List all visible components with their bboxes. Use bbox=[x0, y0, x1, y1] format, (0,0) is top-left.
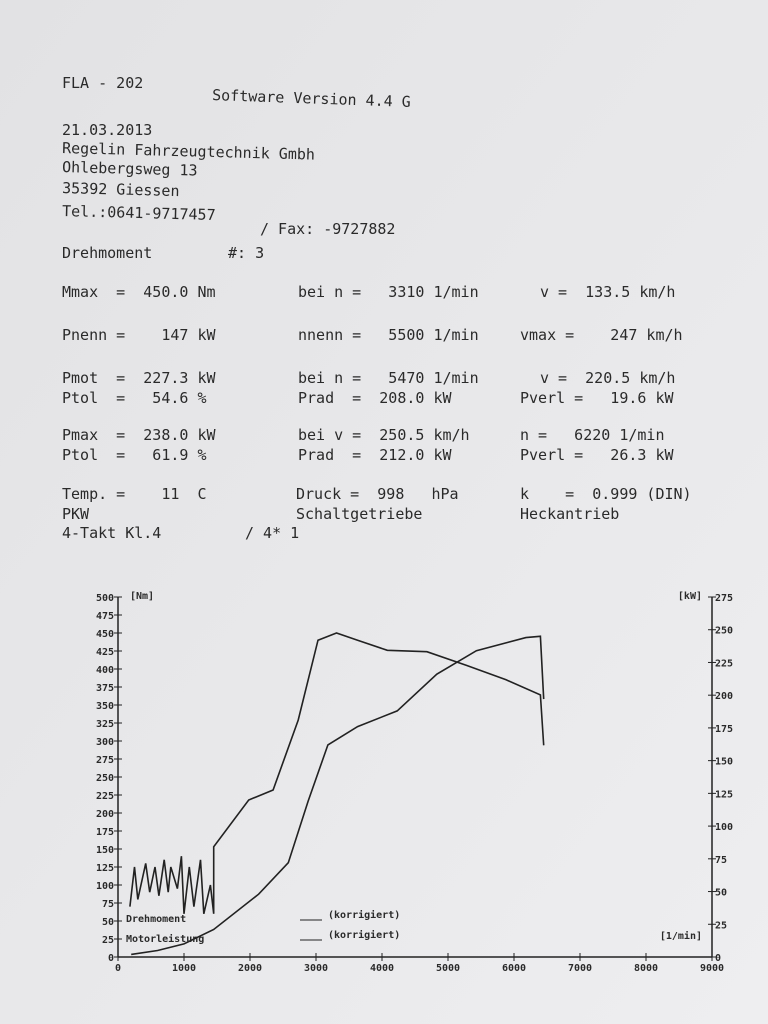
x-tick-label: 3000 bbox=[304, 963, 328, 974]
legend-note: (korrigiert) bbox=[328, 929, 400, 941]
field: Pverl = 26.3 kW bbox=[520, 446, 674, 464]
x-label: [1/min] bbox=[660, 930, 702, 942]
y2-tick-label: 75 bbox=[715, 855, 727, 866]
field: Pmot = 227.3 kW bbox=[62, 369, 216, 387]
x-tick-label: 9000 bbox=[700, 963, 724, 974]
series-line bbox=[131, 635, 545, 956]
y-tick-label: 125 bbox=[96, 863, 114, 874]
y2-tick-label: 250 bbox=[715, 626, 733, 637]
field: PKW bbox=[62, 505, 90, 523]
legend-note: (korrigiert) bbox=[328, 909, 400, 921]
y2-tick-label: 225 bbox=[715, 658, 733, 669]
field: vmax = 247 km/h bbox=[520, 326, 683, 344]
date: 21.03.2013 bbox=[62, 121, 152, 139]
field: Pverl = 19.6 kW bbox=[520, 389, 674, 407]
x-tick-label: 0 bbox=[115, 963, 121, 974]
phone: Tel.:0641-9717457 bbox=[62, 202, 216, 224]
y2-tick-label: 100 bbox=[715, 822, 733, 833]
y-tick-label: 175 bbox=[96, 827, 114, 838]
x-tick-label: 8000 bbox=[634, 963, 658, 974]
y-tick-label: 275 bbox=[96, 755, 114, 766]
y-tick-label: 25 bbox=[102, 935, 114, 946]
y-tick-label: 200 bbox=[96, 809, 114, 820]
city: 35392 Giessen bbox=[62, 179, 180, 200]
field: Prad = 208.0 kW bbox=[298, 389, 452, 407]
y-tick-label: 225 bbox=[96, 791, 114, 802]
y-tick-label: 350 bbox=[96, 701, 114, 712]
field: Pmax = 238.0 kW bbox=[62, 426, 216, 444]
y-label: [Nm] bbox=[130, 591, 154, 602]
field: #: 3 bbox=[228, 244, 264, 262]
y-tick-label: 0 bbox=[108, 953, 114, 964]
y2-tick-label: 125 bbox=[715, 789, 733, 800]
field: Heckantrieb bbox=[520, 505, 619, 523]
field: bei v = 250.5 km/h bbox=[298, 426, 470, 444]
field: 4-Takt Kl.4 bbox=[62, 524, 161, 542]
y-tick-label: 375 bbox=[96, 683, 114, 694]
y-tick-label: 325 bbox=[96, 719, 114, 730]
y-tick-label: 475 bbox=[96, 611, 114, 622]
x-tick-label: 7000 bbox=[568, 963, 592, 974]
y-tick-label: 425 bbox=[96, 647, 114, 658]
code: FLA - 202 bbox=[62, 74, 143, 92]
y-tick-label: 150 bbox=[96, 845, 114, 856]
street: Ohlebergsweg 13 bbox=[62, 158, 198, 180]
field: bei n = 5470 1/min bbox=[298, 369, 479, 387]
field: Ptol = 54.6 % bbox=[62, 389, 207, 407]
y-tick-label: 250 bbox=[96, 773, 114, 784]
y2-tick-label: 150 bbox=[715, 757, 733, 768]
x-tick-label: 4000 bbox=[370, 963, 394, 974]
y-tick-label: 50 bbox=[102, 917, 114, 928]
y2-label: [kW] bbox=[678, 591, 702, 602]
field: Prad = 212.0 kW bbox=[298, 446, 452, 464]
legend-label: Motorleistung bbox=[126, 933, 204, 945]
y2-tick-label: 275 bbox=[715, 593, 733, 604]
field: n = 6220 1/min bbox=[520, 426, 665, 444]
series-line bbox=[129, 632, 545, 914]
x-tick-label: 2000 bbox=[238, 963, 262, 974]
field: v = 133.5 km/h bbox=[540, 283, 675, 301]
y-tick-label: 450 bbox=[96, 629, 114, 640]
y-tick-label: 300 bbox=[96, 737, 114, 748]
x-tick-label: 5000 bbox=[436, 963, 460, 974]
field: Pnenn = 147 kW bbox=[62, 326, 216, 344]
fax: / Fax: -9727882 bbox=[260, 220, 395, 238]
y2-tick-label: 175 bbox=[715, 724, 733, 735]
x-tick-label: 6000 bbox=[502, 963, 526, 974]
y2-tick-label: 0 bbox=[715, 953, 721, 964]
field: / 4* 1 bbox=[245, 524, 299, 542]
y-tick-label: 500 bbox=[96, 593, 114, 604]
x-tick-label: 1000 bbox=[172, 963, 196, 974]
legend-label: Drehmoment bbox=[126, 914, 186, 925]
field: nnenn = 5500 1/min bbox=[298, 326, 479, 344]
y-tick-label: 400 bbox=[96, 665, 114, 676]
y2-tick-label: 200 bbox=[715, 691, 733, 702]
field: Mmax = 450.0 Nm bbox=[62, 283, 216, 301]
field: k = 0.999 (DIN) bbox=[520, 485, 692, 503]
field: Drehmoment bbox=[62, 244, 152, 262]
field: Schaltgetriebe bbox=[296, 505, 422, 523]
y2-tick-label: 25 bbox=[715, 920, 727, 931]
field: Temp. = 11 C bbox=[62, 485, 207, 503]
field: bei n = 3310 1/min bbox=[298, 283, 479, 301]
y2-tick-label: 50 bbox=[715, 888, 727, 899]
y-tick-label: 75 bbox=[102, 899, 114, 910]
field: Druck = 998 hPa bbox=[296, 485, 459, 503]
field: v = 220.5 km/h bbox=[540, 369, 675, 387]
y-tick-label: 100 bbox=[96, 881, 114, 892]
field: Ptol = 61.9 % bbox=[62, 446, 207, 464]
